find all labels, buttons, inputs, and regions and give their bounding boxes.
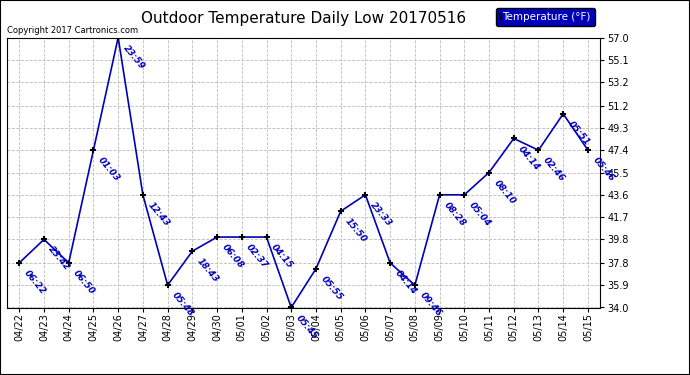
Text: 05:46: 05:46 <box>591 156 616 183</box>
Text: Copyright 2017 Cartronics.com: Copyright 2017 Cartronics.com <box>7 26 138 35</box>
Text: 18:43: 18:43 <box>195 257 220 284</box>
Text: 04:14: 04:14 <box>517 144 542 172</box>
Text: 23:33: 23:33 <box>368 200 393 228</box>
Text: 06:08: 06:08 <box>220 243 245 270</box>
Text: 05:55: 05:55 <box>319 274 344 302</box>
Text: 05:45: 05:45 <box>294 313 319 341</box>
Text: 02:37: 02:37 <box>244 243 270 270</box>
Text: 12:43: 12:43 <box>146 200 171 228</box>
Text: 23:59: 23:59 <box>121 43 146 71</box>
Text: 04:14: 04:14 <box>393 268 418 296</box>
Text: 05:51: 05:51 <box>566 119 591 147</box>
Text: 01:03: 01:03 <box>96 156 121 183</box>
Text: 06:22: 06:22 <box>22 268 48 296</box>
Legend: Temperature (°F): Temperature (°F) <box>496 8 595 26</box>
Text: 23:42: 23:42 <box>47 245 72 273</box>
Text: 15:50: 15:50 <box>344 217 368 244</box>
Text: 05:48: 05:48 <box>170 291 196 318</box>
Text: 08:10: 08:10 <box>492 178 517 206</box>
Text: Outdoor Temperature Daily Low 20170516: Outdoor Temperature Daily Low 20170516 <box>141 11 466 26</box>
Text: 05:04: 05:04 <box>467 200 493 228</box>
Text: 04:15: 04:15 <box>269 243 295 270</box>
Text: 02:46: 02:46 <box>541 156 566 183</box>
Text: 06:50: 06:50 <box>72 268 97 296</box>
Text: 09:46: 09:46 <box>417 291 443 318</box>
Text: 08:28: 08:28 <box>442 200 468 228</box>
